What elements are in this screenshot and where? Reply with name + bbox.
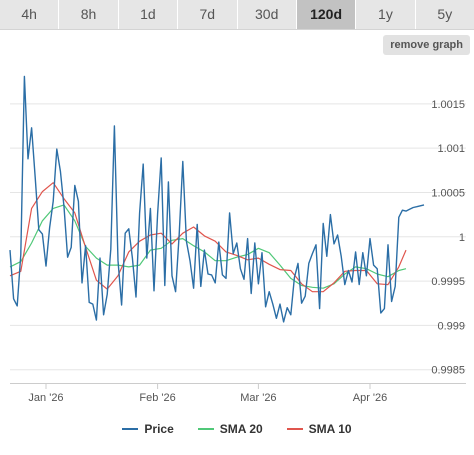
legend-swatch-sma20 xyxy=(197,428,214,430)
y-tick-label: 1.0015 xyxy=(431,99,465,111)
legend-label-price: Price xyxy=(144,422,174,436)
tab-7d[interactable]: 7d xyxy=(178,0,238,29)
tab-120d[interactable]: 120d xyxy=(296,0,357,29)
y-tick-label: 0.9995 xyxy=(431,276,465,288)
tab-8h[interactable]: 8h xyxy=(59,0,119,29)
tab-30d[interactable]: 30d xyxy=(237,0,297,29)
x-tick-label: Apr '26 xyxy=(353,392,388,404)
legend-item-sma10[interactable]: SMA 10 xyxy=(286,422,352,436)
y-tick-label: 1.001 xyxy=(437,143,465,155)
remove-graph-button[interactable]: remove graph xyxy=(383,35,470,55)
chart-legend: Price SMA 20 SMA 10 xyxy=(0,420,474,438)
range-tab-bar: 4h 8h 1d 7d 30d 120d 1y 5y xyxy=(0,0,474,30)
y-tick-label: 1 xyxy=(459,232,465,244)
tab-4h[interactable]: 4h xyxy=(0,0,60,29)
y-tick-label: 0.999 xyxy=(437,320,465,332)
legend-label-sma10: SMA 10 xyxy=(308,422,352,436)
x-tick-label: Feb '26 xyxy=(139,392,175,404)
x-tick-label: Jan '26 xyxy=(28,392,63,404)
legend-item-sma20[interactable]: SMA 20 xyxy=(197,422,263,436)
legend-item-price[interactable]: Price xyxy=(122,422,174,436)
y-tick-label: 0.9985 xyxy=(431,365,465,377)
series-line-price xyxy=(9,75,425,323)
legend-swatch-price xyxy=(122,428,139,430)
legend-swatch-sma10 xyxy=(286,428,303,430)
tab-1d[interactable]: 1d xyxy=(118,0,179,29)
tab-5y[interactable]: 5y xyxy=(415,0,474,29)
x-tick-label: Mar '26 xyxy=(240,392,276,404)
tab-1y[interactable]: 1y xyxy=(356,0,416,29)
legend-label-sma20: SMA 20 xyxy=(219,422,263,436)
y-tick-label: 1.0005 xyxy=(431,187,465,199)
